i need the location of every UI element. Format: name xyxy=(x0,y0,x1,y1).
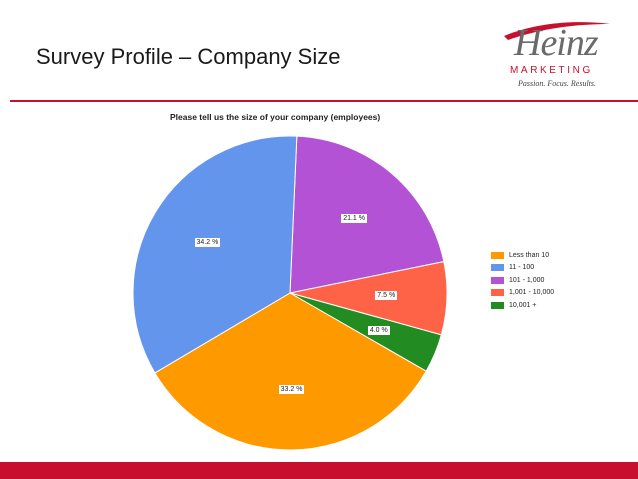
slice-value-label: 4.0 % xyxy=(367,325,390,335)
legend-label: 11 - 100 xyxy=(509,264,535,272)
footer-bar xyxy=(0,462,638,479)
legend-swatch xyxy=(491,276,504,284)
logo-tagline: Passion. Focus. Results. xyxy=(518,79,596,88)
legend-label: Less than 10 xyxy=(509,251,550,259)
logo-subtitle: MARKETING xyxy=(510,65,593,76)
legend-label: 1,001 - 10,000 xyxy=(509,289,555,297)
slice-value-label: 7.5 % xyxy=(375,291,398,301)
legend-swatch xyxy=(491,301,504,309)
logo-swoosh-icon xyxy=(504,22,610,40)
chart-title: Please tell us the size of your company … xyxy=(170,112,381,122)
slice-value-label: 21.1 % xyxy=(341,213,367,223)
legend-label: 10,001 + xyxy=(509,301,537,309)
legend-item: 11 - 100 xyxy=(491,262,554,275)
slide-title: Survey Profile – Company Size xyxy=(36,44,341,69)
legend-swatch xyxy=(491,289,504,297)
chart-legend: Less than 10 11 - 100 101 - 1,000 1,001 - 1… xyxy=(491,249,554,312)
slice-value-label: 33.2 % xyxy=(278,385,305,395)
logo-wordmark: Heinz xyxy=(514,22,599,64)
slice-value-label: 34.2 % xyxy=(194,237,221,247)
legend-swatch xyxy=(491,251,504,259)
legend-label: 101 - 1,000 xyxy=(509,276,545,284)
pie-slice-1 xyxy=(132,135,298,374)
heinz-marketing-logo: Heinz MARKETING Passion. Focus. Results. xyxy=(498,18,616,92)
header-divider xyxy=(10,100,638,102)
legend-item: Less than 10 xyxy=(491,249,554,262)
legend-item: 101 - 1,000 xyxy=(491,274,554,287)
legend-swatch xyxy=(491,264,504,272)
pie-slice-0 xyxy=(154,292,427,451)
legend-item: 10,001 + xyxy=(491,299,554,312)
legend-item: 1,001 - 10,000 xyxy=(491,287,554,300)
